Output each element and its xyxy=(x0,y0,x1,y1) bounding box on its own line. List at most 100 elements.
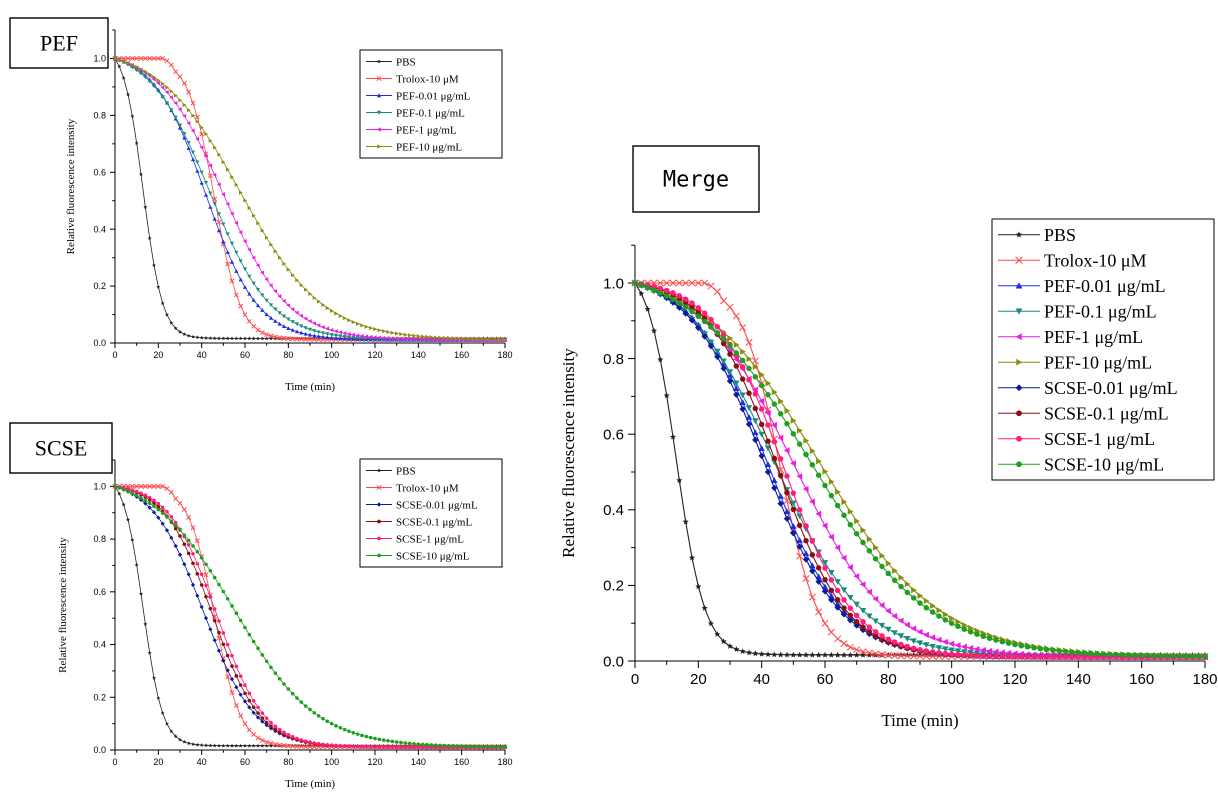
data-point xyxy=(407,745,412,750)
data-point xyxy=(1170,653,1177,659)
data-point xyxy=(834,544,841,551)
data-point xyxy=(199,145,204,150)
data-point xyxy=(802,485,809,493)
data-point xyxy=(195,335,200,340)
data-point xyxy=(942,638,948,646)
data-point xyxy=(859,607,867,614)
data-point xyxy=(234,674,239,678)
data-point xyxy=(481,744,486,749)
data-point xyxy=(390,745,395,749)
data-point xyxy=(758,406,765,412)
data-point xyxy=(783,447,790,454)
data-point xyxy=(764,461,772,467)
data-point xyxy=(147,483,153,489)
legend-marker xyxy=(376,127,381,132)
data-point xyxy=(117,57,122,62)
data-point xyxy=(377,737,382,742)
y-tick-label: 0.4 xyxy=(93,640,106,650)
data-point xyxy=(455,744,460,748)
data-point xyxy=(134,483,140,489)
data-point xyxy=(796,543,803,550)
data-point xyxy=(164,486,170,491)
data-point xyxy=(195,550,200,554)
data-point xyxy=(847,617,854,624)
data-point xyxy=(727,351,733,357)
x-tick-label: 80 xyxy=(880,671,897,688)
data-point xyxy=(264,739,270,745)
data-point xyxy=(394,336,399,341)
data-point xyxy=(155,483,161,489)
data-point xyxy=(377,328,382,333)
data-point xyxy=(260,653,265,657)
data-point xyxy=(225,642,230,647)
data-point xyxy=(657,356,664,363)
data-point xyxy=(173,69,179,75)
data-point xyxy=(134,489,139,494)
legend-label: SCSE-0.01 μg/mL xyxy=(396,499,478,511)
data-point xyxy=(182,135,187,140)
data-point xyxy=(191,334,195,339)
data-point xyxy=(399,745,403,749)
data-point xyxy=(929,609,936,615)
legend-marker xyxy=(376,75,382,82)
data-point xyxy=(264,332,270,337)
data-point xyxy=(243,743,247,748)
data-point xyxy=(234,743,239,748)
data-point xyxy=(726,369,734,375)
data-point xyxy=(764,468,772,476)
data-point xyxy=(212,145,217,150)
data-point xyxy=(199,572,204,577)
data-point xyxy=(147,650,152,655)
legend-label: SCSE-10 μg/mL xyxy=(1044,455,1164,475)
data-point xyxy=(182,739,187,744)
data-point xyxy=(840,611,848,618)
data-point xyxy=(879,552,886,559)
data-point xyxy=(256,221,261,226)
legend-marker xyxy=(1015,384,1023,392)
data-point xyxy=(156,501,161,506)
y-tick-label: 0.0 xyxy=(603,653,624,670)
data-point xyxy=(644,284,651,291)
data-point xyxy=(204,335,208,340)
x-tick-label: 180 xyxy=(497,757,512,767)
data-point xyxy=(139,496,143,500)
data-point xyxy=(230,743,234,748)
data-point xyxy=(433,335,438,340)
x-tick-label: 100 xyxy=(324,757,339,767)
legend-marker xyxy=(376,59,382,64)
y-axis-label: Relative fluorescence intensity xyxy=(65,118,77,254)
data-point xyxy=(758,445,765,451)
data-point xyxy=(251,743,256,748)
data-point xyxy=(853,651,860,658)
data-point xyxy=(494,744,499,749)
data-point xyxy=(992,648,999,655)
data-point xyxy=(853,646,861,654)
data-point xyxy=(208,595,213,599)
data-point xyxy=(841,512,847,518)
data-point xyxy=(247,291,252,296)
data-point xyxy=(178,528,182,532)
data-point xyxy=(732,312,740,320)
legend-label: SCSE-0.01 μg/mL xyxy=(1044,378,1178,398)
data-point xyxy=(221,743,226,748)
data-point xyxy=(195,119,200,124)
data-point xyxy=(255,287,261,292)
data-point xyxy=(268,303,274,308)
data-point xyxy=(191,113,196,118)
data-point xyxy=(1081,650,1088,656)
data-point xyxy=(745,405,753,411)
data-point xyxy=(803,451,809,458)
data-point xyxy=(663,287,670,294)
data-point xyxy=(342,744,347,748)
data-point xyxy=(840,651,848,658)
data-point xyxy=(286,326,291,331)
data-point xyxy=(708,324,714,330)
data-point xyxy=(203,181,209,185)
data-point xyxy=(764,409,771,417)
data-point xyxy=(325,326,330,331)
x-tick-label: 0 xyxy=(112,757,117,767)
data-point xyxy=(277,676,282,681)
data-point xyxy=(860,539,866,546)
data-point xyxy=(923,648,930,654)
